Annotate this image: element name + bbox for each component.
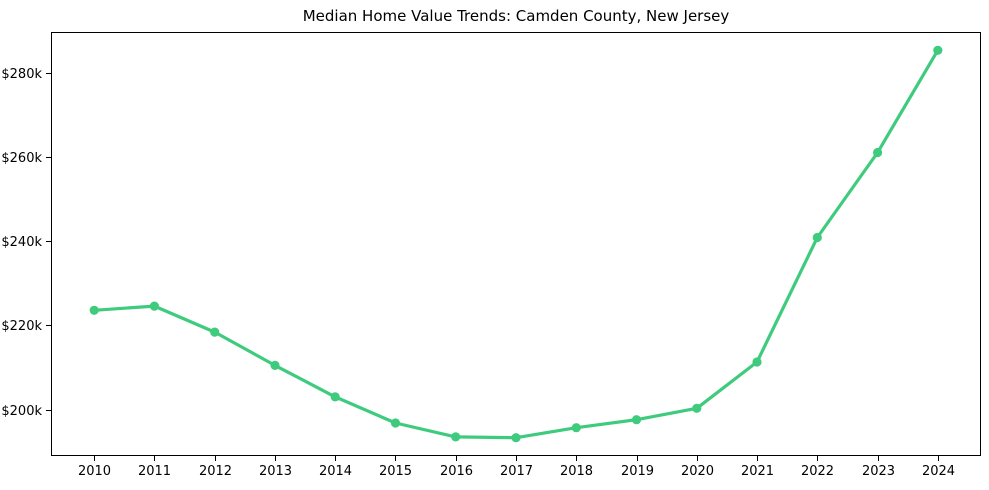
y-tick-label: $240k <box>1 235 42 250</box>
chart-title: Median Home Value Trends: Camden County,… <box>302 7 730 25</box>
data-point-marker <box>511 433 521 443</box>
data-point-marker <box>692 403 702 413</box>
y-tick-label: $260k <box>1 151 42 166</box>
x-tick-label: 2021 <box>741 464 774 479</box>
x-tick-label: 2015 <box>379 464 412 479</box>
data-point-marker <box>89 305 99 315</box>
data-point-marker <box>390 418 401 428</box>
x-tick-label: 2010 <box>78 464 111 479</box>
x-tick-label: 2017 <box>500 464 533 479</box>
data-point-marker <box>330 392 340 402</box>
data-point-marker <box>451 432 461 442</box>
plot-border <box>51 32 981 456</box>
data-point-marker <box>933 45 943 55</box>
x-tick-label: 2022 <box>801 464 834 479</box>
x-tick-label: 2013 <box>259 464 292 479</box>
data-point-marker <box>752 357 762 367</box>
data-point-marker <box>571 423 581 433</box>
series-line <box>92 48 940 440</box>
data-point-marker <box>270 360 280 370</box>
x-tick-label: 2018 <box>560 464 593 479</box>
x-tick-label: 2023 <box>862 464 895 479</box>
x-tick-label: 2016 <box>440 464 473 479</box>
x-tick-label: 2011 <box>138 464 171 479</box>
x-tick-label: 2020 <box>681 464 714 479</box>
data-point-marker <box>149 301 159 311</box>
y-tick-label: $280k <box>1 67 42 82</box>
data-point-marker <box>873 147 883 158</box>
x-tick-label: 2012 <box>199 464 232 479</box>
x-tick-label: 2019 <box>621 464 654 479</box>
y-tick-label: $200k <box>1 404 42 419</box>
data-point-marker <box>210 327 220 337</box>
y-tick-label: $220k <box>1 319 42 334</box>
data-point-marker <box>631 415 642 425</box>
x-tick-label: 2014 <box>319 464 352 479</box>
x-tick-label: 2024 <box>922 464 955 479</box>
data-point-marker <box>812 232 822 243</box>
